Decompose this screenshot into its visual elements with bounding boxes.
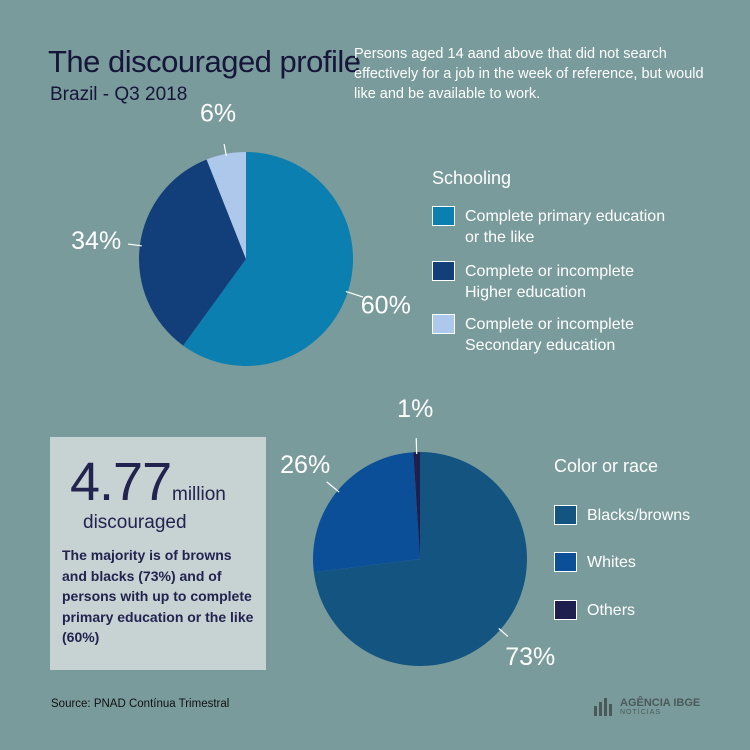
legend-swatch [554,505,577,525]
schooling-leader-1 [127,243,142,247]
schooling-label-2: 6% [200,100,236,128]
race-slice-2 [413,452,420,559]
legend-label: Complete or incomplete Higher education [465,263,634,301]
race-leader-2 [415,438,418,455]
schooling-leader-2 [223,143,227,156]
schooling-pie [138,152,354,366]
race-slice-0 [313,452,527,666]
legend-swatch [432,206,455,226]
legend-label: Blacks/browns [587,507,691,524]
highlight-box: 4.77 million discouraged The majority is… [50,437,266,670]
legend-swatch [432,314,455,334]
legend-label: Others [587,602,636,619]
race-legend-title: Color or race [554,456,659,476]
legend-item-whites: Whites [554,552,636,573]
schooling-label-1: 34% [71,227,121,255]
schooling-slice-2 [206,152,246,259]
legend-item-blacks-browns: Blacks/browns [554,505,690,526]
highlight-unit: million [172,484,226,505]
legend-item-primary: Complete primary education or the like [432,206,665,248]
race-pie [313,452,527,666]
logo-text: AGÊNCIA IBGE [620,697,701,709]
schooling-slice-1 [138,159,246,346]
agency-logo: AGÊNCIA IBGE NOTÍCIAS [594,698,700,716]
schooling-label-0: 60% [361,291,411,319]
legend-swatch [554,600,577,620]
race-label-0: 73% [505,643,555,671]
legend-item-others: Others [554,600,635,621]
race-label-2: 1% [397,395,433,423]
highlight-unit-label: discouraged [83,512,187,533]
highlight-number: 4.77 [70,452,172,512]
race-label-1: 26% [280,451,330,479]
schooling-legend-title: Schooling [432,168,512,188]
legend-item-secondary: Complete or incomplete Secondary educatio… [432,314,634,356]
legend-swatch [554,552,577,572]
race-leader-1 [326,481,340,493]
source-note: Source: PNAD Contínua Trimestral [51,698,230,710]
legend-label: Complete or incomplete Secondary educatio… [465,316,634,354]
legend-item-higher: Complete or incomplete Higher education [432,261,634,303]
description: Persons aged 14 aand above that did not … [354,46,704,102]
pie-labels: 60% 34% 6% 73% 26% 1% [71,100,555,672]
logo-icon [594,698,612,716]
schooling-slice-0 [183,152,354,366]
legend-swatch [432,261,455,281]
logo-subtext: NOTÍCIAS [620,709,662,716]
race-slice-1 [313,452,420,573]
highlight-text: The majority is of browns and blacks (73… [62,547,254,645]
schooling-leader-0 [345,290,364,298]
legend-label: Whites [587,554,636,571]
page-subtitle: Brazil - Q3 2018 [50,84,188,105]
race-leader-0 [498,627,509,637]
page-title: The discouraged profile [48,44,361,79]
legend-label: Complete primary education or the like [465,208,666,246]
